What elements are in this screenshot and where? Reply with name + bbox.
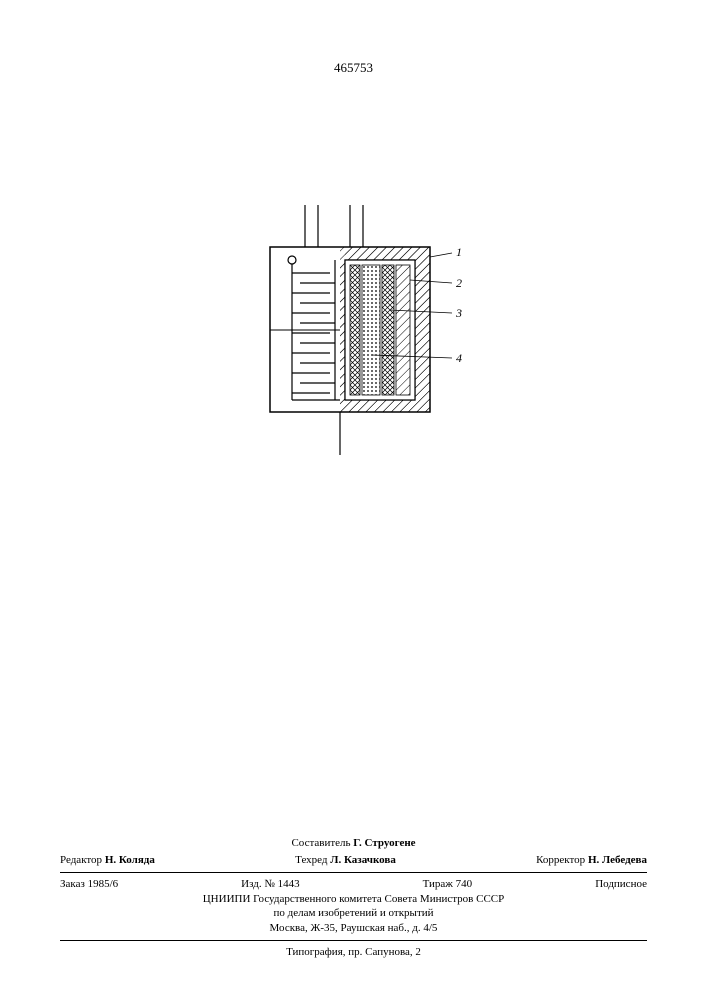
org-line-2: по делам изобретений и открытий bbox=[60, 906, 647, 921]
divider bbox=[60, 872, 647, 873]
colophon-block: Составитель Г. Струогене Редактор Н. Кол… bbox=[60, 836, 647, 960]
compiler-label: Составитель bbox=[291, 837, 350, 849]
order-value: 1985/6 bbox=[88, 878, 119, 890]
techred-name: Л. Казачкова bbox=[330, 854, 396, 866]
credits-row: Редактор Н. Коляда Техред Л. Казачкова К… bbox=[60, 853, 647, 868]
tirazh-label: Тираж bbox=[423, 878, 453, 890]
callout-1: 1 bbox=[456, 245, 462, 259]
izd-label: Изд. № bbox=[241, 878, 275, 890]
callout-2: 2 bbox=[456, 276, 462, 290]
corrector-label: Корректор bbox=[536, 854, 585, 866]
printer-line: Типография, пр. Сапунова, 2 bbox=[60, 945, 647, 960]
editor-label: Редактор bbox=[60, 854, 102, 866]
editor-name: Н. Коляда bbox=[105, 854, 155, 866]
order-label: Заказ bbox=[60, 878, 85, 890]
document-number: 465753 bbox=[0, 60, 707, 76]
compiler-line: Составитель Г. Струогене bbox=[60, 836, 647, 851]
callout-4: 4 bbox=[456, 351, 462, 365]
org-line-3: Москва, Ж-35, Раушская наб., д. 4/5 bbox=[60, 921, 647, 936]
org-line-1: ЦНИИПИ Государственного комитета Совета … bbox=[60, 892, 647, 907]
print-info-row: Заказ 1985/6 Изд. № 1443 Тираж 740 Подпи… bbox=[60, 877, 647, 892]
subscription: Подписное bbox=[595, 877, 647, 892]
compiler-name: Г. Струогене bbox=[353, 837, 415, 849]
callout-3: 3 bbox=[455, 306, 462, 320]
izd-value: 1443 bbox=[278, 878, 300, 890]
technical-figure: 1 2 3 4 bbox=[250, 205, 470, 465]
divider-2 bbox=[60, 940, 647, 941]
tirazh-value: 740 bbox=[456, 878, 473, 890]
techred-label: Техред bbox=[295, 854, 327, 866]
corrector-name: Н. Лебедева bbox=[588, 854, 647, 866]
